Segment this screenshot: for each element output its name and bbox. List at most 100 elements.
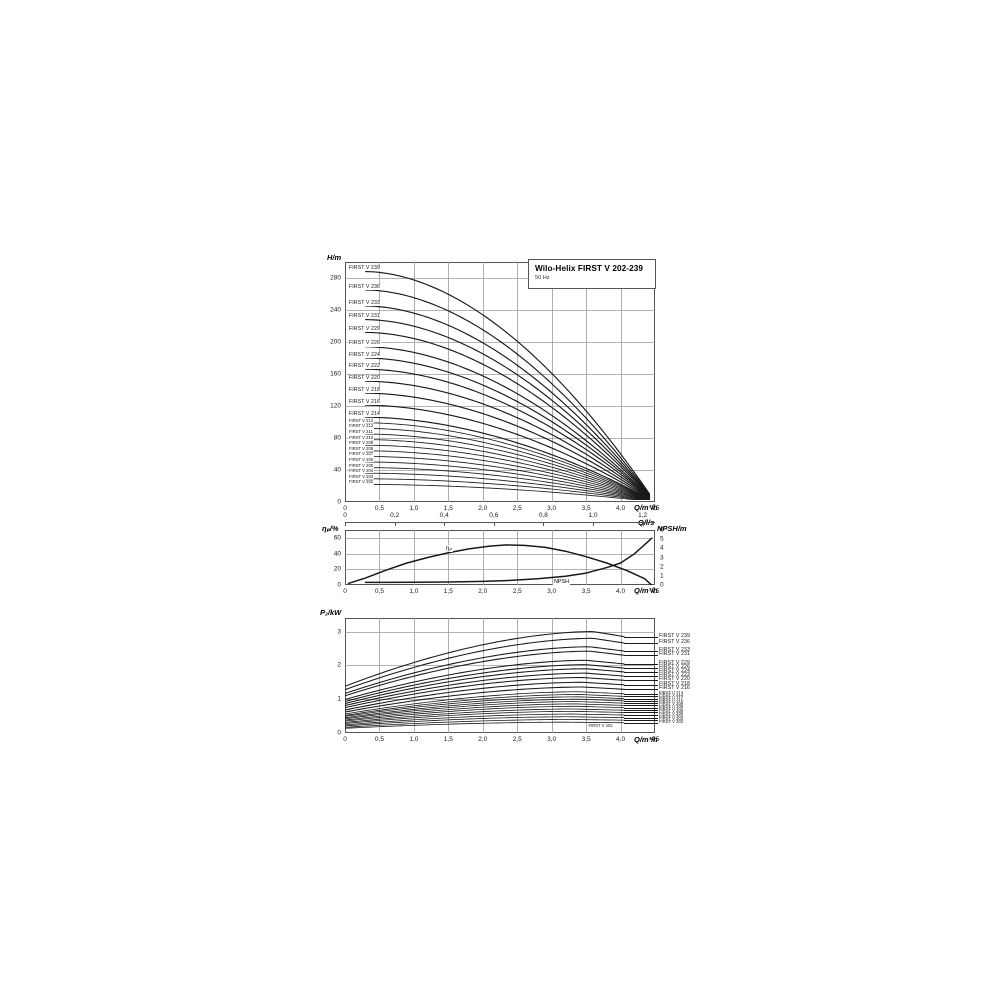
efficiency-xtick-0: 0 [343, 588, 347, 595]
power-curve-label-first-v-222: FIRST V 222 [658, 672, 691, 679]
flow-xtick-2-0: 2,0 [478, 505, 488, 512]
head-ytick-80: 80 [333, 434, 341, 442]
power-curve-first-v-239 [345, 631, 625, 687]
head-curve-label-first-v-233: FIRST V 233 [348, 299, 381, 306]
efficiency-ytick-0: 0 [337, 581, 341, 589]
power-curve-first-v-233 [345, 646, 625, 694]
head-curve-plot [345, 262, 655, 502]
leader-line [624, 671, 658, 673]
power-curve-label-first-v-218: FIRST V 218 [658, 680, 691, 687]
efficiency-npsh-plot [345, 530, 655, 585]
head-curve-label-first-v-211: FIRST V 211 [348, 429, 374, 435]
power-curve-first-v-202 [345, 721, 625, 729]
leader-line [624, 698, 658, 700]
head-ytick-160: 160 [330, 370, 341, 378]
head-ytick-120: 120 [330, 402, 341, 410]
title-block-title: Wilo-Helix FIRST V 202-239 [535, 264, 644, 273]
power-curve-first-v-204 [345, 716, 625, 727]
head-curve-first-v-226 [365, 346, 651, 498]
flow-xtick-3-5: 3,5 [581, 505, 591, 512]
flow-xtick-1-5: 1,5 [443, 505, 453, 512]
head-curve-first-v-213 [365, 422, 650, 500]
power-curve-first-v-214 [345, 691, 625, 715]
head-curve-first-v-222 [365, 368, 651, 498]
head-curve-first-v-209 [365, 444, 650, 501]
power-curve-label-first-v-212: FIRST V 212 [658, 695, 685, 700]
power-curve-label-first-v-233: FIRST V 233 [658, 647, 691, 654]
flow-ls-tick-0-2: 0,2 [390, 512, 400, 519]
power-curve-label-first-v-213: FIRST V 213 [658, 693, 685, 698]
head-curve-label-first-v-209: FIRST V 209 [348, 440, 375, 446]
leader-line [624, 722, 658, 724]
head-curve-first-v-203 [365, 478, 650, 501]
power-ytick-1: 1 [337, 695, 341, 703]
power-curve-first-v-229 [345, 659, 625, 701]
head-curve-label-first-v-214: FIRST V 214 [348, 410, 381, 417]
head-curve-label-first-v-220: FIRST V 220 [348, 374, 381, 381]
power-curve-label-first-v-205: FIRST V 205 [658, 711, 685, 717]
power-curve-panel [345, 618, 655, 733]
head-curve-first-v-207 [365, 455, 650, 501]
head-curve-first-v-229 [365, 331, 651, 497]
flow-xtick-3-0: 3,0 [547, 505, 557, 512]
flow-xtick-4-5: 4,5 [650, 505, 660, 512]
power-xtick-3-0: 3,0 [547, 736, 557, 743]
power-curve-label-first-v-229: FIRST V 229 [658, 659, 691, 667]
flow-ls-tick-1-0: 1,0 [588, 512, 598, 519]
leader-line [624, 655, 658, 657]
leader-line [624, 705, 658, 707]
head-curve-label-first-v-202: FIRST V 202 [348, 479, 375, 485]
head-curve-label-first-v-206: FIRST V 206 [348, 457, 375, 463]
flow-ls-tick-0-4: 0,4 [439, 512, 449, 519]
head-curve-label-first-v-231: FIRST V 231 [348, 313, 381, 320]
head-curve-first-v-218 [365, 392, 651, 499]
head-curve-label-first-v-239: FIRST V 239 [348, 265, 381, 272]
flow-ls-tick-0-8: 0,8 [538, 512, 548, 519]
flow-xtick-1-0: 1,0 [409, 505, 419, 512]
leader-line [624, 643, 658, 645]
leader-line [624, 700, 658, 702]
power-xtick-2-0: 2,0 [478, 736, 488, 743]
efficiency-xtick-0-5: 0,5 [374, 588, 384, 595]
head-curve-label-first-v-226: FIRST V 226 [348, 340, 381, 347]
power-ytick-3: 3 [337, 628, 341, 636]
head-curve-label-first-v-208: FIRST V 208 [348, 445, 375, 451]
npsh-axis-label: NPSH/m [657, 524, 687, 533]
power-curve-label-first-v-216: FIRST V 216 [658, 685, 691, 692]
power-curve-first-v-222 [345, 672, 625, 707]
power-curve-first-v-211 [345, 698, 625, 719]
head-curve-label-first-v-216: FIRST V 216 [348, 398, 381, 405]
leader-line [624, 720, 658, 722]
head-curve-first-v-231 [365, 319, 651, 497]
leader-line [624, 680, 658, 682]
head-ytick-0: 0 [337, 498, 341, 506]
tick-mark [394, 522, 396, 526]
head-curve-label-first-v-236: FIRST V 236 [348, 283, 381, 290]
head-curve-first-v-236 [365, 289, 651, 496]
power-ytick-2: 2 [337, 661, 341, 669]
head-ytick-280: 280 [330, 274, 341, 282]
efficiency-xtick-3-5: 3,5 [581, 588, 591, 595]
power-curve-label-first-v-211: FIRST V 211 [658, 697, 684, 703]
power-curve-first-v-220 [345, 677, 625, 709]
power-xtick-0-5: 0,5 [374, 736, 384, 743]
efficiency-xtick-1-5: 1,5 [443, 588, 453, 595]
head-curve-first-v-210 [365, 439, 650, 501]
head-curve-label-first-v-218: FIRST V 218 [348, 386, 381, 393]
leader-line [624, 663, 658, 665]
head-curve-label-first-v-203: FIRST V 203 [348, 473, 375, 479]
power-curve-label-first-v-231: FIRST V 231 [658, 651, 691, 658]
power-curve-first-v-224 [345, 668, 625, 705]
power-curve-label-first-v-206: FIRST V 206 [658, 708, 685, 714]
power-curve-label-first-v-203: FIRST V 203 [658, 716, 685, 722]
power-xtick-1-5: 1,5 [443, 736, 453, 743]
head-curve-first-v-233 [365, 305, 651, 496]
power-xtick-4-5: 4,5 [650, 736, 660, 743]
power-curve-first-v-231 [345, 650, 625, 697]
head-curve-first-v-216 [365, 404, 651, 500]
flow-axis-label-eff: Q/m³/h [634, 586, 658, 595]
efficiency-npsh-panel [345, 530, 655, 585]
head-curve-first-v-220 [365, 380, 651, 499]
power-curve-label-first-v-226: FIRST V 226 [658, 664, 691, 671]
head-curve-first-v-212 [365, 427, 650, 500]
